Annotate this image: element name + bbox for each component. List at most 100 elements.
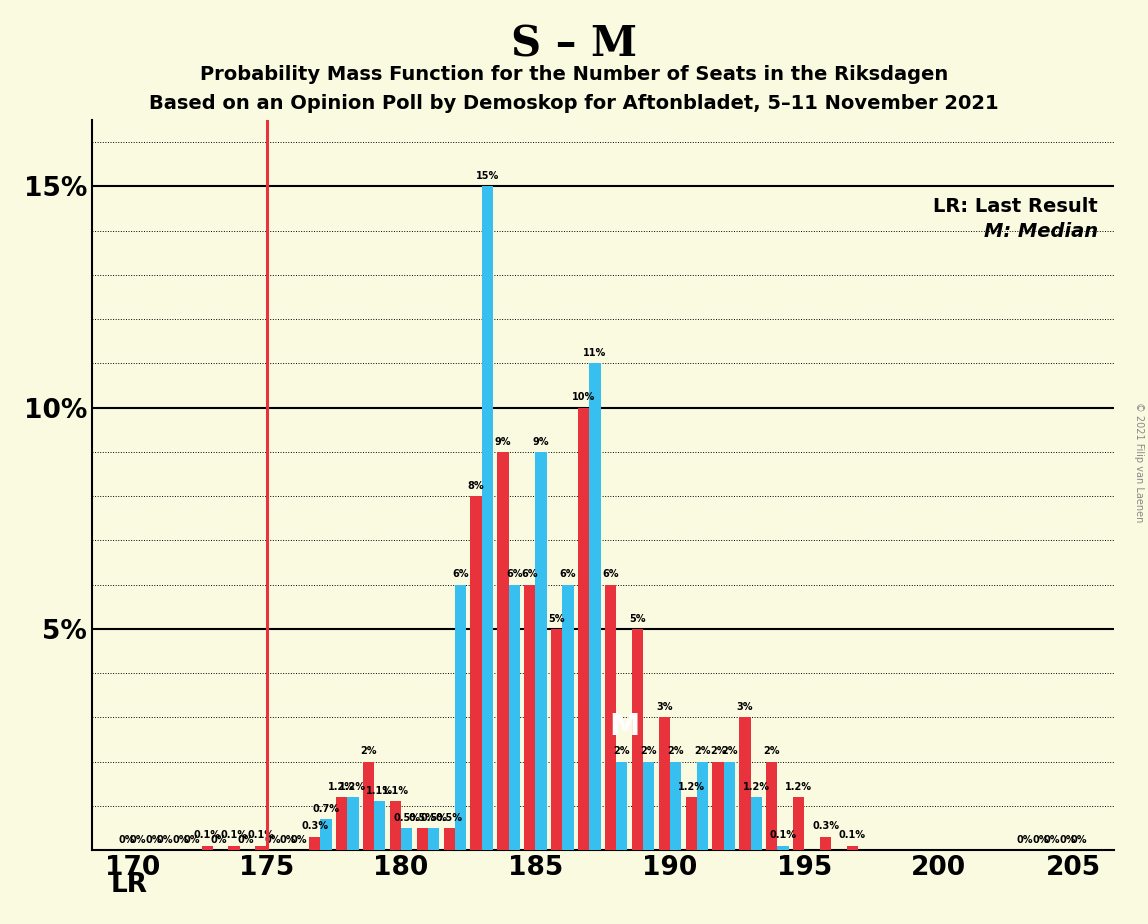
Text: 0%: 0% bbox=[290, 834, 308, 845]
Text: 0%: 0% bbox=[130, 834, 146, 845]
Text: 6%: 6% bbox=[452, 569, 468, 579]
Bar bbox=[643, 761, 654, 850]
Bar bbox=[685, 797, 697, 850]
Text: 0.3%: 0.3% bbox=[812, 821, 839, 832]
Bar bbox=[525, 585, 535, 850]
Bar bbox=[482, 187, 492, 850]
Text: 9%: 9% bbox=[495, 437, 511, 446]
Text: 1.2%: 1.2% bbox=[743, 782, 769, 792]
Text: 10%: 10% bbox=[572, 393, 595, 402]
Bar bbox=[428, 828, 440, 850]
Text: M: M bbox=[610, 711, 639, 741]
Text: 2%: 2% bbox=[763, 747, 781, 756]
Bar bbox=[390, 801, 401, 850]
Bar bbox=[793, 797, 805, 850]
Bar bbox=[616, 761, 628, 850]
Text: 2%: 2% bbox=[721, 747, 737, 756]
Bar bbox=[551, 629, 563, 850]
Text: 0.1%: 0.1% bbox=[194, 831, 220, 840]
Bar bbox=[659, 717, 670, 850]
Text: 0.1%: 0.1% bbox=[839, 831, 866, 840]
Text: 2%: 2% bbox=[709, 747, 727, 756]
Text: 0.3%: 0.3% bbox=[301, 821, 328, 832]
Text: M: Median: M: Median bbox=[984, 223, 1099, 241]
Bar bbox=[509, 585, 520, 850]
Bar bbox=[455, 585, 466, 850]
Bar bbox=[443, 828, 455, 850]
Bar bbox=[739, 717, 751, 850]
Bar bbox=[255, 845, 266, 850]
Text: 8%: 8% bbox=[467, 480, 484, 491]
Text: 2%: 2% bbox=[613, 747, 630, 756]
Text: 0.5%: 0.5% bbox=[436, 812, 463, 822]
Text: 2%: 2% bbox=[667, 747, 684, 756]
Bar bbox=[577, 407, 589, 850]
Text: 1.2%: 1.2% bbox=[785, 782, 812, 792]
Bar bbox=[497, 452, 509, 850]
Text: 9%: 9% bbox=[533, 437, 550, 446]
Bar bbox=[535, 452, 546, 850]
Text: 1.2%: 1.2% bbox=[328, 782, 355, 792]
Bar bbox=[697, 761, 708, 850]
Text: 0%: 0% bbox=[280, 834, 296, 845]
Bar bbox=[309, 837, 320, 850]
Bar bbox=[471, 496, 482, 850]
Bar bbox=[751, 797, 762, 850]
Text: 1.2%: 1.2% bbox=[340, 782, 366, 792]
Text: LR: Last Result: LR: Last Result bbox=[933, 197, 1099, 216]
Text: 6%: 6% bbox=[506, 569, 522, 579]
Bar bbox=[670, 761, 681, 850]
Text: 1.1%: 1.1% bbox=[366, 786, 394, 796]
Text: 0.1%: 0.1% bbox=[220, 831, 248, 840]
Text: 0.5%: 0.5% bbox=[394, 812, 420, 822]
Bar bbox=[348, 797, 358, 850]
Bar bbox=[336, 797, 347, 850]
Text: 6%: 6% bbox=[603, 569, 619, 579]
Text: 5%: 5% bbox=[629, 614, 645, 624]
Text: 3%: 3% bbox=[656, 702, 673, 712]
Text: 3%: 3% bbox=[737, 702, 753, 712]
Text: 0.5%: 0.5% bbox=[420, 812, 447, 822]
Text: 0.1%: 0.1% bbox=[248, 831, 274, 840]
Bar bbox=[847, 845, 858, 850]
Text: 15%: 15% bbox=[475, 171, 499, 181]
Text: 0.5%: 0.5% bbox=[409, 812, 436, 822]
Text: 0.1%: 0.1% bbox=[769, 831, 797, 840]
Text: 1.2%: 1.2% bbox=[677, 782, 705, 792]
Bar bbox=[631, 629, 643, 850]
Text: 0%: 0% bbox=[1017, 834, 1033, 845]
Text: 6%: 6% bbox=[521, 569, 538, 579]
Text: 0%: 0% bbox=[1044, 834, 1061, 845]
Bar bbox=[228, 845, 240, 850]
Bar bbox=[589, 363, 600, 850]
Text: S – M: S – M bbox=[511, 23, 637, 65]
Text: 2%: 2% bbox=[641, 747, 657, 756]
Bar bbox=[723, 761, 735, 850]
Text: 0%: 0% bbox=[1071, 834, 1087, 845]
Bar bbox=[713, 761, 723, 850]
Bar bbox=[563, 585, 574, 850]
Text: 0.7%: 0.7% bbox=[312, 804, 340, 814]
Text: 11%: 11% bbox=[583, 348, 606, 359]
Bar bbox=[417, 828, 428, 850]
Bar bbox=[401, 828, 412, 850]
Text: 0%: 0% bbox=[264, 834, 280, 845]
Text: 5%: 5% bbox=[549, 614, 565, 624]
Bar bbox=[820, 837, 831, 850]
Bar bbox=[374, 801, 386, 850]
Text: 1.1%: 1.1% bbox=[382, 786, 409, 796]
Text: 0%: 0% bbox=[118, 834, 134, 845]
Bar bbox=[202, 845, 212, 850]
Text: 0%: 0% bbox=[238, 834, 254, 845]
Text: 2%: 2% bbox=[695, 747, 711, 756]
Bar bbox=[363, 761, 374, 850]
Text: 0%: 0% bbox=[172, 834, 188, 845]
Text: 6%: 6% bbox=[560, 569, 576, 579]
Bar bbox=[777, 845, 789, 850]
Text: 0%: 0% bbox=[145, 834, 162, 845]
Text: Probability Mass Function for the Number of Seats in the Riksdagen: Probability Mass Function for the Number… bbox=[200, 65, 948, 84]
Bar bbox=[605, 585, 616, 850]
Text: LR: LR bbox=[110, 872, 148, 898]
Bar bbox=[766, 761, 777, 850]
Text: 0%: 0% bbox=[1060, 834, 1076, 845]
